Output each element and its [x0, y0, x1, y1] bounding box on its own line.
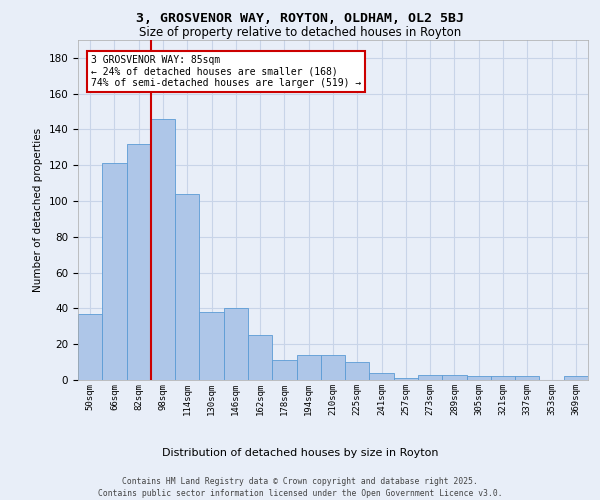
Bar [345, 362, 370, 380]
Bar [78, 314, 102, 380]
Bar [199, 312, 224, 380]
Bar [102, 164, 127, 380]
Bar [321, 355, 345, 380]
Bar [564, 376, 588, 380]
Bar [224, 308, 248, 380]
Bar [515, 376, 539, 380]
Bar [127, 144, 151, 380]
Bar [272, 360, 296, 380]
Y-axis label: Number of detached properties: Number of detached properties [33, 128, 43, 292]
Text: 3, GROSVENOR WAY, ROYTON, OLDHAM, OL2 5BJ: 3, GROSVENOR WAY, ROYTON, OLDHAM, OL2 5B… [136, 12, 464, 26]
Text: Distribution of detached houses by size in Royton: Distribution of detached houses by size … [162, 448, 438, 458]
Bar [296, 355, 321, 380]
Bar [491, 376, 515, 380]
Bar [442, 374, 467, 380]
Bar [394, 378, 418, 380]
Bar [175, 194, 199, 380]
Text: 3 GROSVENOR WAY: 85sqm
← 24% of detached houses are smaller (168)
74% of semi-de: 3 GROSVENOR WAY: 85sqm ← 24% of detached… [91, 55, 361, 88]
Text: Contains HM Land Registry data © Crown copyright and database right 2025.
Contai: Contains HM Land Registry data © Crown c… [98, 476, 502, 498]
Bar [151, 118, 175, 380]
Bar [370, 373, 394, 380]
Text: Size of property relative to detached houses in Royton: Size of property relative to detached ho… [139, 26, 461, 39]
Bar [418, 374, 442, 380]
Bar [467, 376, 491, 380]
Bar [248, 336, 272, 380]
